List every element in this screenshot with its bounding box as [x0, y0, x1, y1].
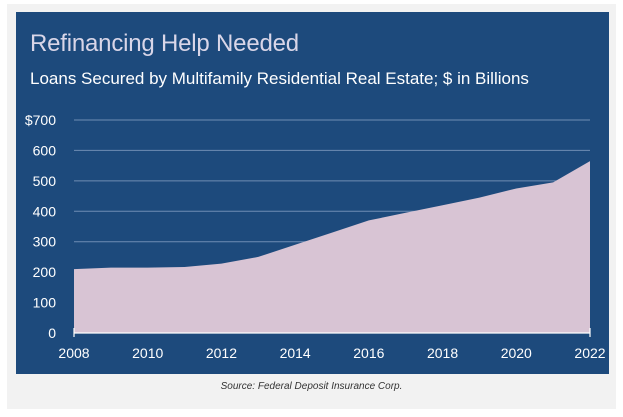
y-tick-label: 400 — [33, 203, 57, 219]
x-tick-label: 2018 — [427, 345, 458, 361]
x-tick-label: 2008 — [58, 345, 89, 361]
chart-source: Source: Federal Deposit Insurance Corp. — [220, 381, 403, 392]
y-tick-label: 200 — [33, 264, 57, 280]
x-tick-label: 2010 — [132, 345, 163, 361]
y-tick-label: 0 — [48, 325, 56, 341]
x-tick-label: 2012 — [206, 345, 237, 361]
y-tick-label: 100 — [33, 295, 57, 311]
x-tick-label: 2014 — [280, 345, 311, 361]
x-tick-label: 2020 — [501, 345, 532, 361]
x-tick-label: 2016 — [353, 345, 384, 361]
area-series — [74, 161, 590, 333]
y-tick-label: 600 — [33, 142, 57, 158]
area-chart: 0 100 200 300 400 500 600 $700 2008 2010 2012 2014 2… — [25, 112, 606, 361]
chart-subtitle: Loans Secured by Multifamily Residential… — [30, 69, 529, 88]
y-tick-label: 300 — [33, 234, 57, 250]
chart-panel: Refinancing Help Needed Loans Secured by… — [16, 12, 609, 374]
x-tick-label: 2022 — [574, 345, 605, 361]
y-tick-label: $700 — [25, 112, 56, 128]
y-tick-label: 500 — [33, 173, 57, 189]
chart-title: Refinancing Help Needed — [30, 30, 299, 57]
